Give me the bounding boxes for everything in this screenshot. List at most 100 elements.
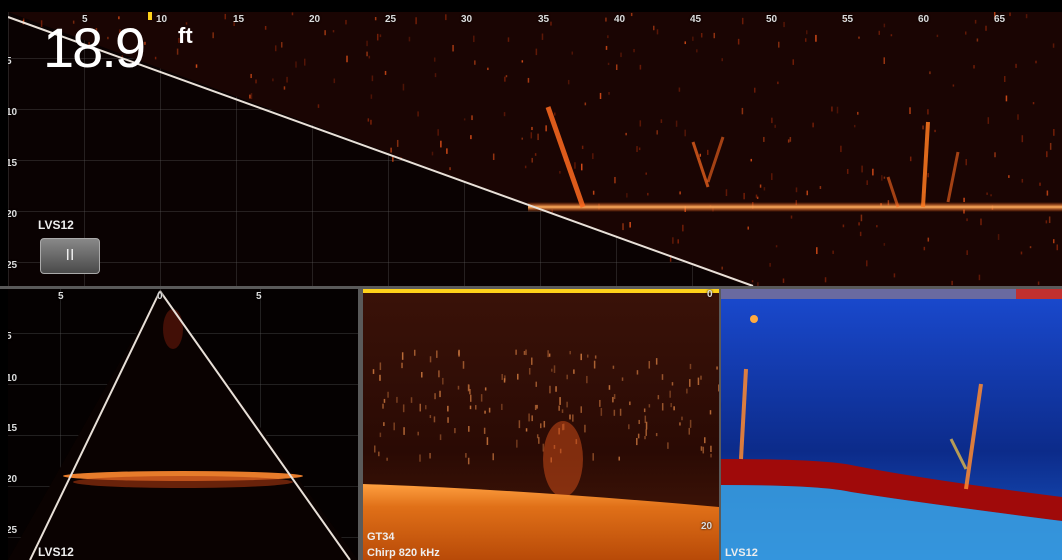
noise-speck bbox=[795, 187, 798, 193]
noise-speck bbox=[531, 126, 533, 131]
noise-speck bbox=[517, 373, 519, 380]
noise-speck bbox=[536, 434, 539, 439]
x-tick: 5 bbox=[58, 291, 64, 302]
sonar-noise bbox=[22, 12, 1059, 286]
chirp-sonar-panel[interactable]: 0 20 GT34 Chirp 820 kHz bbox=[363, 289, 719, 560]
noise-speck bbox=[474, 60, 476, 65]
noise-speck bbox=[618, 456, 620, 461]
noise-speck bbox=[615, 64, 618, 71]
forward-sonar-panel[interactable]: 5 10 15 20 25 30 35 40 45 50 55 60 65 5 … bbox=[8, 12, 1062, 286]
noise-speck bbox=[679, 422, 681, 426]
noise-speck bbox=[1020, 251, 1023, 255]
x-tick: 20 bbox=[309, 14, 321, 25]
noise-speck bbox=[421, 371, 423, 378]
noise-speck bbox=[671, 382, 674, 386]
noise-speck bbox=[387, 391, 389, 398]
noise-speck bbox=[771, 117, 773, 124]
noise-speck bbox=[524, 165, 527, 169]
noise-speck bbox=[883, 243, 886, 246]
y-tick: 5 bbox=[8, 56, 12, 67]
noise-speck bbox=[648, 361, 651, 369]
noise-speck bbox=[154, 56, 157, 60]
y-tick: 15 bbox=[8, 423, 18, 434]
noise-speck bbox=[985, 25, 987, 31]
noise-speck bbox=[661, 403, 664, 411]
noise-speck bbox=[468, 426, 470, 432]
x-tick: 55 bbox=[842, 14, 854, 25]
noise-speck bbox=[909, 107, 911, 115]
noise-speck bbox=[504, 76, 506, 82]
depth-tick: 20 bbox=[701, 521, 713, 532]
noise-speck bbox=[592, 453, 594, 461]
noise-speck bbox=[952, 84, 955, 87]
y-tick: 15 bbox=[8, 158, 18, 169]
frequency-label: Chirp 820 kHz bbox=[367, 547, 440, 559]
noise-speck bbox=[783, 21, 785, 28]
noise-speck bbox=[607, 35, 609, 39]
x-tick: 5 bbox=[256, 291, 262, 302]
pause-button[interactable]: II bbox=[40, 238, 100, 274]
noise-speck bbox=[792, 59, 795, 65]
top-band bbox=[721, 289, 1062, 299]
noise-speck bbox=[501, 403, 503, 411]
noise-speck bbox=[379, 374, 381, 381]
noise-speck bbox=[990, 194, 992, 197]
noise-speck bbox=[536, 404, 538, 409]
x-tick: 35 bbox=[538, 14, 550, 25]
accent-marker bbox=[148, 12, 152, 20]
noise-speck bbox=[679, 191, 681, 195]
noise-speck bbox=[710, 445, 712, 453]
noise-speck bbox=[754, 87, 756, 93]
noise-speck bbox=[480, 394, 483, 402]
noise-speck bbox=[439, 434, 442, 441]
noise-speck bbox=[250, 93, 253, 100]
noise-speck bbox=[684, 129, 686, 137]
noise-speck bbox=[718, 384, 719, 392]
noise-speck bbox=[88, 42, 90, 45]
noise-speck bbox=[816, 247, 818, 255]
noise-speck bbox=[431, 151, 434, 156]
noise-speck bbox=[280, 42, 283, 48]
noise-speck bbox=[994, 152, 996, 158]
noise-speck bbox=[121, 55, 124, 58]
noise-speck bbox=[572, 414, 574, 422]
noise-speck bbox=[523, 350, 526, 355]
y-tick: 20 bbox=[8, 474, 18, 485]
noise-speck bbox=[846, 168, 849, 174]
noise-speck bbox=[382, 403, 384, 409]
noise-speck bbox=[963, 197, 965, 203]
down-sonar-panel[interactable]: 5 0 5 5 10 15 20 25 LVS12 bbox=[8, 289, 358, 560]
noise-speck bbox=[531, 157, 533, 163]
noise-speck bbox=[272, 78, 274, 82]
noise-speck bbox=[530, 132, 533, 139]
noise-speck bbox=[469, 389, 471, 395]
noise-speck bbox=[993, 12, 996, 19]
x-tick: 65 bbox=[994, 14, 1006, 25]
noise-speck bbox=[390, 147, 392, 153]
noise-speck bbox=[593, 360, 596, 369]
noise-speck bbox=[628, 424, 630, 430]
noise-speck bbox=[470, 135, 472, 140]
noise-speck bbox=[501, 373, 503, 380]
noise-speck bbox=[675, 120, 678, 127]
forward-sonar-display bbox=[8, 12, 1062, 286]
noise-speck bbox=[525, 428, 528, 432]
noise-speck bbox=[370, 119, 372, 125]
noise-speck bbox=[1056, 244, 1059, 251]
noise-speck bbox=[655, 358, 658, 365]
x-tick: 5 bbox=[82, 14, 88, 25]
noise-speck bbox=[419, 454, 421, 462]
panel-divider bbox=[719, 289, 721, 560]
noise-speck bbox=[463, 118, 466, 121]
noise-speck bbox=[630, 12, 633, 17]
noise-speck bbox=[286, 76, 288, 83]
noise-speck bbox=[303, 58, 306, 66]
noise-speck bbox=[600, 408, 603, 416]
noise-speck bbox=[483, 427, 486, 434]
panel-divider bbox=[358, 289, 363, 560]
downview-panel[interactable]: 10 LVS12 bbox=[721, 289, 1062, 560]
noise-speck bbox=[639, 120, 642, 127]
noise-speck bbox=[368, 55, 371, 59]
noise-speck bbox=[107, 36, 109, 40]
structure-return bbox=[964, 383, 983, 490]
